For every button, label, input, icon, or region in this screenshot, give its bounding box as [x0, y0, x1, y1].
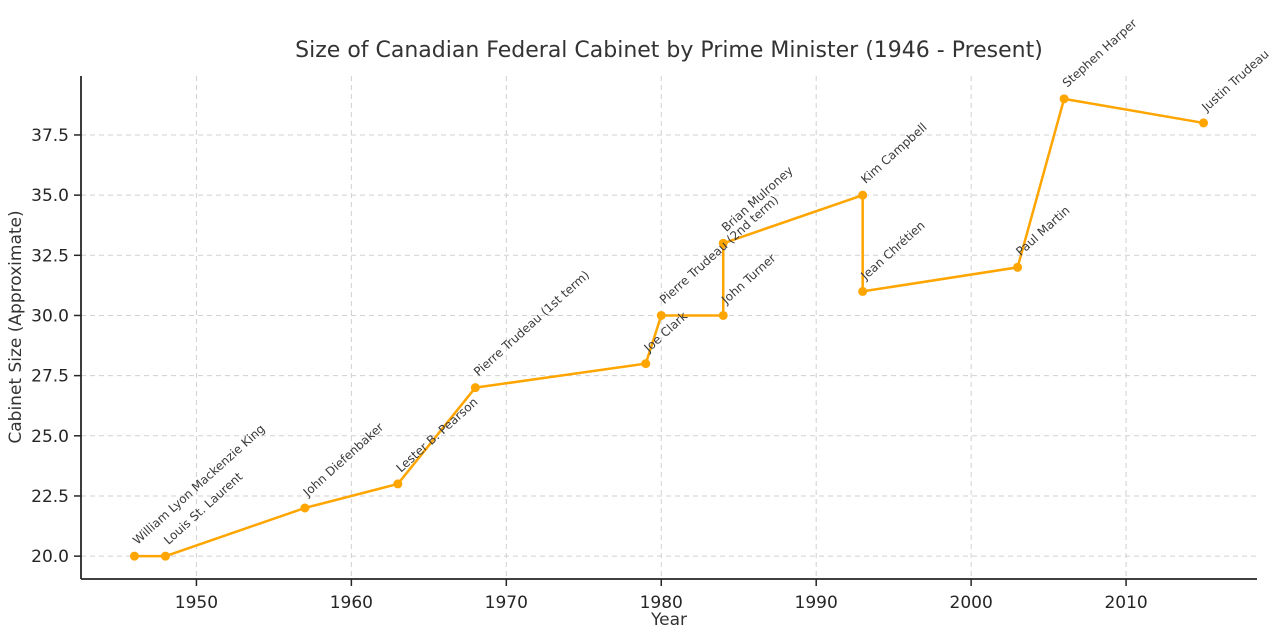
data-point-marker: [1059, 94, 1069, 104]
pm-name-label: Pierre Trudeau (2nd term): [657, 193, 781, 307]
pm-name-label: Paul Martin: [1013, 203, 1072, 258]
data-point-marker: [858, 286, 868, 296]
y-tick-label: 32.5: [31, 246, 69, 266]
x-tick-label: 1960: [330, 593, 373, 613]
pm-name-label: Pierre Trudeau (1st term): [471, 268, 592, 379]
pm-name-label: John Turner: [718, 251, 778, 307]
pm-name-label: Stephen Harper: [1060, 16, 1140, 90]
y-tick-label: 30.0: [31, 306, 69, 326]
y-tick-label: 35.0: [31, 186, 69, 206]
data-series-layer: [129, 94, 1209, 561]
data-point-marker: [718, 238, 728, 248]
data-point-marker: [858, 190, 868, 200]
data-point-marker: [641, 359, 651, 369]
data-point-marker: [1199, 118, 1209, 128]
x-tick-label: 1970: [485, 593, 528, 613]
x-tick-label: 1980: [640, 593, 683, 613]
pm-name-label: Lester B. Pearson: [393, 395, 480, 475]
pm-name-label: Jean Chrétien: [858, 218, 928, 283]
pm-name-label: John Diefenbaker: [300, 420, 387, 500]
y-tick-label: 20.0: [31, 547, 69, 567]
data-point-marker: [718, 310, 728, 320]
y-tick-label: 25.0: [31, 427, 69, 447]
data-point-marker: [160, 551, 170, 561]
y-axis-label: Cabinet Size (Approximate): [6, 210, 26, 443]
pm-name-label: Kim Campbell: [858, 120, 929, 186]
x-tick-label: 2010: [1104, 593, 1147, 613]
y-tick-label: 27.5: [31, 367, 69, 387]
data-point-marker: [393, 479, 403, 489]
pm-name-label: Justin Trudeau: [1198, 47, 1271, 115]
data-point-marker: [470, 383, 480, 393]
axis-layer: 1950 1960 1970 1980 1990 2000 2010 20.0 22.5 25.0…: [31, 76, 1257, 613]
cabinet-size-line: [133, 97, 1205, 558]
data-point-marker: [300, 503, 310, 513]
data-point-marker: [656, 310, 666, 320]
y-tick-label: 37.5: [31, 126, 69, 146]
x-tick-label: 2000: [950, 593, 993, 613]
x-tick-label: 1990: [795, 593, 838, 613]
data-point-marker: [129, 551, 139, 561]
y-tick-label: 22.5: [31, 487, 69, 507]
x-axis-label: Year: [650, 610, 687, 630]
x-tick-label: 1950: [175, 593, 218, 613]
chart-title: Size of Canadian Federal Cabinet by Prim…: [295, 38, 1043, 63]
data-point-marker: [1013, 262, 1023, 272]
